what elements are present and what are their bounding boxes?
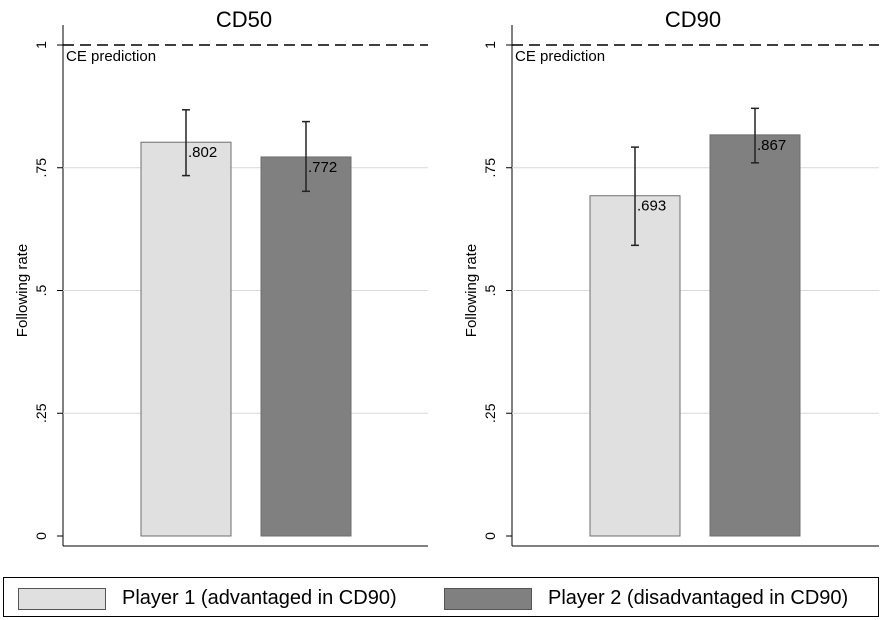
legend-swatch-player-2 — [444, 587, 532, 610]
bar-2 — [709, 134, 801, 537]
panel-title: CD50 — [216, 7, 272, 32]
y-tick-label: .75 — [33, 158, 49, 178]
data-label: .772 — [308, 159, 337, 176]
y-tick-label: 0 — [482, 532, 498, 540]
y-tick-label: .5 — [33, 284, 49, 296]
reference-line-label: CE prediction — [66, 48, 156, 65]
legend-swatch-player-1 — [18, 587, 106, 610]
y-tick-label: .5 — [482, 284, 498, 296]
y-tick-label: 0 — [33, 532, 49, 540]
bar-1 — [140, 141, 232, 537]
panel-title: CD90 — [665, 7, 721, 32]
legend: Player 1 (advantaged in CD90) Player 2 (… — [3, 577, 879, 617]
y-axis-label: Following rate — [463, 244, 480, 337]
legend-label-player-2: Player 2 (disadvantaged in CD90) — [548, 587, 849, 609]
bar-1 — [589, 195, 681, 537]
data-label: .867 — [757, 137, 786, 154]
y-tick-label: .75 — [482, 158, 498, 178]
y-tick-label: .25 — [482, 403, 498, 423]
reference-line-label: CE prediction — [515, 48, 605, 65]
data-label: .802 — [188, 144, 217, 161]
y-tick-label: .25 — [33, 403, 49, 423]
chart-canvas: CD50 0 .25 .5 .75 1 Following rate CE predictio… — [14, 7, 879, 547]
legend-item-player-2: Player 2 (disadvantaged in CD90) — [444, 587, 848, 610]
y-tick-label: 1 — [482, 41, 498, 49]
legend-label-player-1: Player 1 (advantaged in CD90) — [122, 587, 397, 609]
legend-item-player-1: Player 1 (advantaged in CD90) — [18, 587, 397, 610]
data-label: .693 — [637, 198, 666, 215]
y-tick-label: 1 — [33, 41, 49, 49]
y-axis-label: Following rate — [14, 244, 31, 337]
bar-2 — [260, 156, 352, 537]
